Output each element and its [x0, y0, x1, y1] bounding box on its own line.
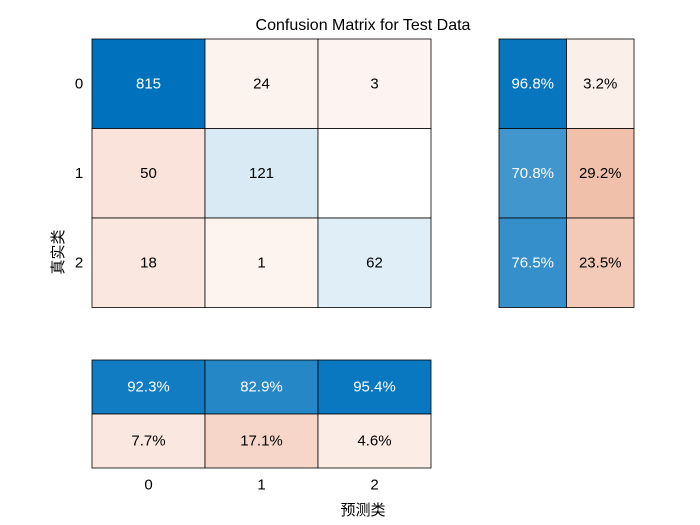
row-summary-incorrect-cell [566, 38, 635, 129]
x-tick-label: 1 [257, 477, 265, 494]
row-summary-correct-value: 96.8% [511, 75, 554, 92]
column-summary-correct-cell [204, 359, 319, 415]
column-summary-correct-cell [317, 359, 432, 415]
matrix-cell-value: 815 [136, 75, 161, 92]
row-summary-incorrect-cell [566, 128, 635, 219]
matrix-cell [317, 38, 432, 129]
row-summary-incorrect-value: 3.2% [583, 75, 617, 92]
matrix-cell-value: 3 [370, 75, 378, 92]
matrix-cell-value: 18 [140, 254, 157, 271]
row-summary: 96.8% 3.2% 70.8% 29.2% 76.5% 23.5% [498, 38, 635, 308]
row-summary-incorrect-cell [566, 217, 635, 308]
confusion-matrix: 815 24 3 50 121 18 1 62 [91, 38, 432, 308]
column-summary-correct-value: 82.9% [240, 379, 283, 396]
matrix-cell-value: 121 [249, 165, 274, 182]
column-summary-incorrect-cell [91, 413, 206, 469]
column-summary-incorrect-value: 17.1% [240, 433, 283, 450]
matrix-cell [91, 217, 206, 308]
column-summary: 92.3% 82.9% 95.4% 7.7% 17.1% 4.6% [91, 359, 432, 469]
x-tick-label: 2 [370, 477, 378, 494]
y-tick-label: 2 [75, 254, 83, 271]
row-summary-correct-value: 70.8% [511, 165, 554, 182]
column-summary-incorrect-cell [317, 413, 432, 469]
x-tick-label: 0 [144, 477, 152, 494]
matrix-cell [317, 217, 432, 308]
row-summary-incorrect-value: 23.5% [579, 254, 622, 271]
matrix-cell-value: 24 [253, 75, 270, 92]
matrix-cell [317, 128, 432, 219]
column-summary-incorrect-cell [204, 413, 319, 469]
matrix-cell [91, 128, 206, 219]
column-summary-incorrect-value: 4.6% [357, 433, 391, 450]
matrix-cell [91, 38, 206, 129]
matrix-cell-value: 62 [366, 254, 383, 271]
column-summary-incorrect-value: 7.7% [131, 433, 165, 450]
y-tick-label: 0 [75, 75, 83, 92]
column-summary-correct-value: 95.4% [353, 379, 396, 396]
matrix-cell [204, 217, 319, 308]
y-axis-label: 真实类 [49, 229, 67, 274]
chart-title: Confusion Matrix for Test Data [256, 17, 471, 34]
matrix-cell [204, 128, 319, 219]
row-summary-correct-cell [498, 217, 567, 308]
matrix-cell-value: 50 [140, 165, 157, 182]
y-tick-label: 1 [75, 165, 83, 182]
axis-ticks: 0 0 1 1 2 2 [75, 75, 379, 493]
row-summary-correct-value: 76.5% [511, 254, 554, 271]
x-axis-label: 预测类 [340, 502, 385, 519]
matrix-cell-value: 1 [257, 254, 265, 271]
column-summary-correct-value: 92.3% [127, 379, 170, 396]
matrix-cell [204, 38, 319, 129]
row-summary-incorrect-value: 29.2% [579, 165, 622, 182]
column-summary-correct-cell [91, 359, 206, 415]
